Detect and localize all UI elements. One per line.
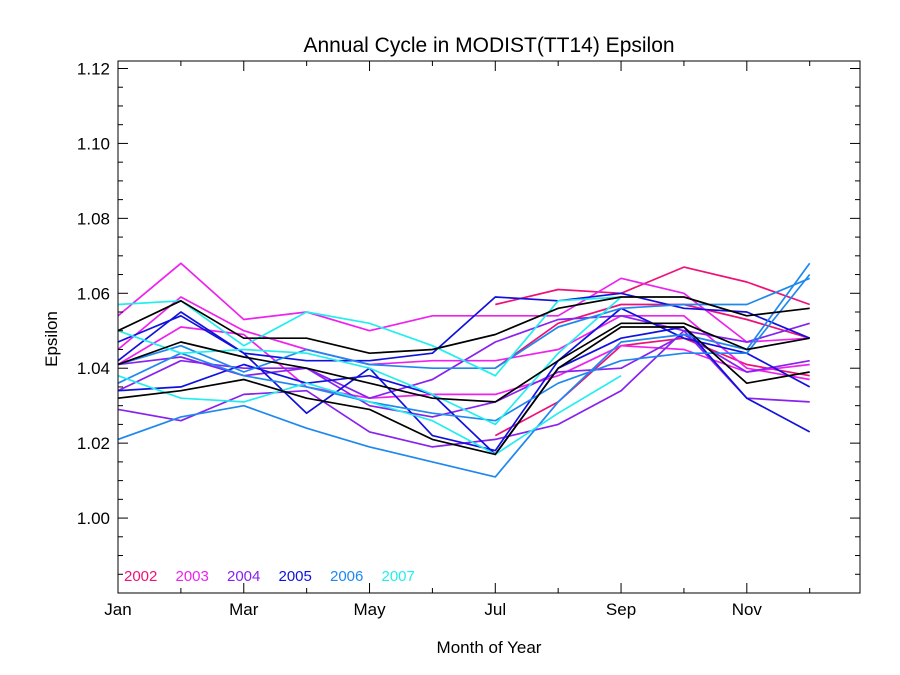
x-tick-label: May [353,600,386,619]
plot-frame [117,60,861,594]
x-tick-label: Sep [606,600,636,619]
legend-entry-2007: 2007 [382,568,415,585]
series-line-20 [117,322,810,403]
axes: 1.00 1.02 1.04 1.06 1.08 1.10 1.12 Jan Mar May Jul… [77,59,861,619]
y-tick-label: 1.00 [77,509,110,528]
legend-entry-2004: 2004 [227,568,260,585]
series-line-14 [117,273,811,422]
x-tick-label: Jan [104,600,131,619]
y-tick-label: 1.10 [77,134,110,153]
legend: 2002 2003 2004 2005 2006 2007 [124,568,415,585]
x-tick-label: Jul [484,600,506,619]
chart-title: Annual Cycle in MODIST(TT14) Epsilon [303,34,674,57]
series-line-15 [117,277,811,373]
y-tick-label: 1.12 [77,59,110,78]
y-tick-label: 1.08 [77,209,110,228]
legend-entry-2003: 2003 [176,568,209,585]
series-line-19 [117,296,810,355]
series-line-13 [117,262,811,478]
series-line-3 [494,337,810,437]
x-axis-label: Month of Year [437,638,542,657]
y-tick-label: 1.06 [77,284,110,303]
series-line-18 [117,374,622,456]
series-line-11 [117,307,811,452]
x-tick-label: Nov [732,600,763,619]
y-axis-label: Epsilon [42,311,61,367]
y-tick-label: 1.04 [77,359,110,378]
legend-entry-2002: 2002 [124,568,157,585]
series-line-1 [495,266,810,306]
y-tick-label: 1.02 [77,434,110,453]
legend-entry-2005: 2005 [279,568,312,585]
x-tick-label: Mar [229,600,259,619]
series-line-16 [117,296,622,377]
series-line-17 [117,296,622,426]
series-lines [117,262,811,478]
series-line-2 [494,303,810,369]
series-line-21 [117,326,810,456]
series-line-4 [117,262,810,343]
legend-entry-2006: 2006 [330,568,363,585]
